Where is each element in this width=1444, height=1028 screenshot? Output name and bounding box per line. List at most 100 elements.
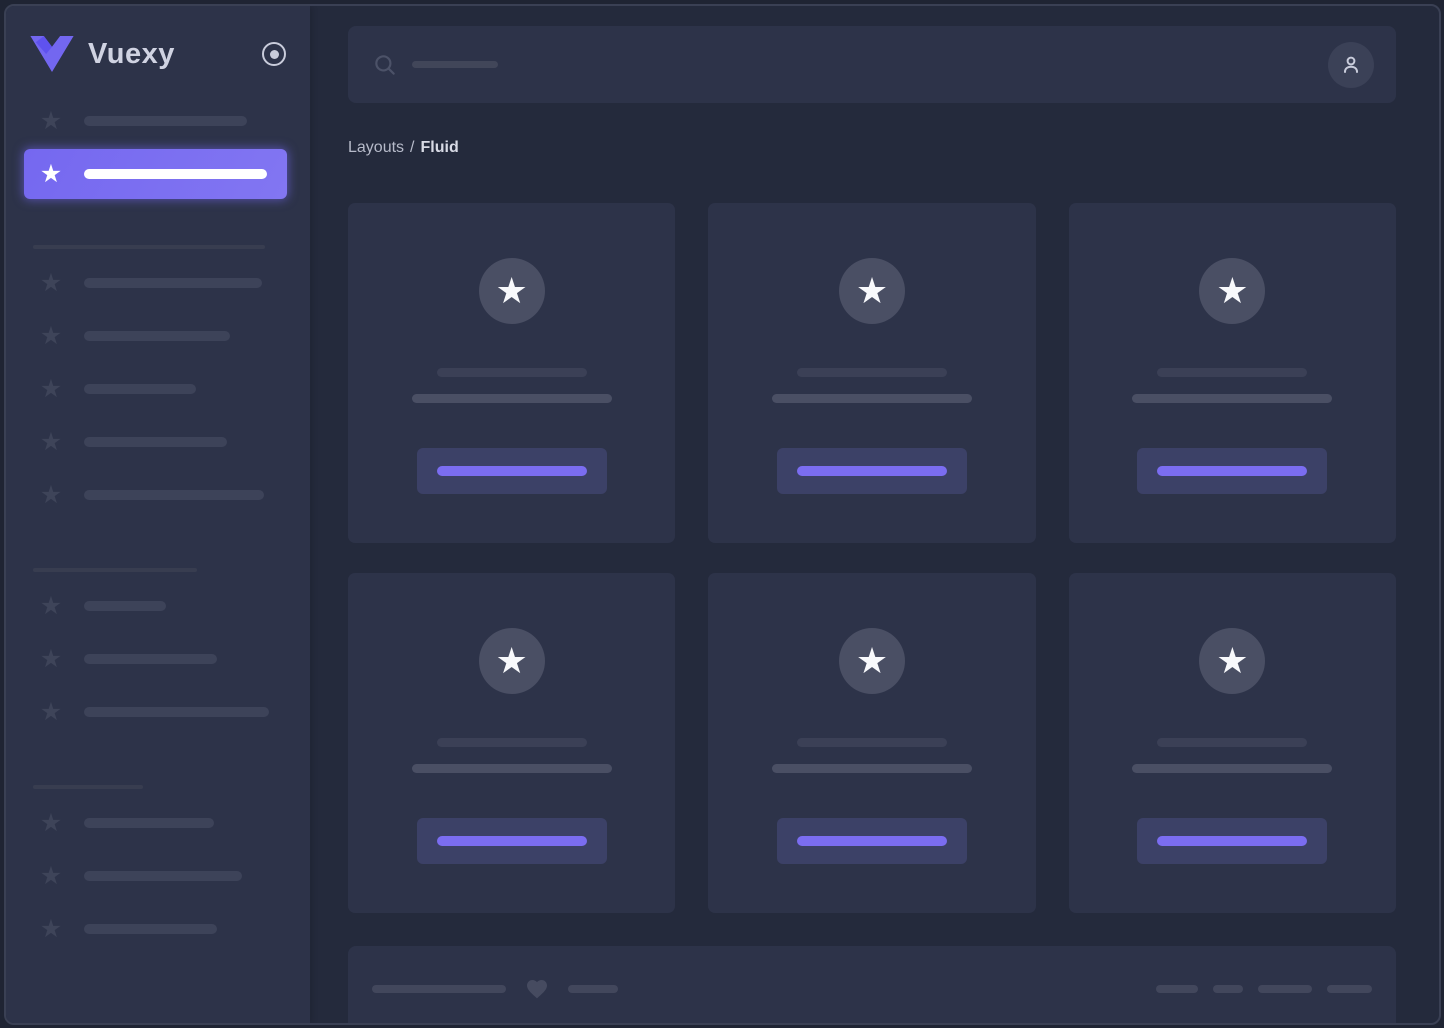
star-icon: ★: [39, 915, 63, 943]
card-subtitle-skeleton: [1132, 394, 1333, 403]
nav-item-skeleton[interactable]: ★: [6, 903, 310, 956]
nav-section-divider: [33, 567, 197, 572]
vuexy-logo-icon: [30, 36, 74, 72]
card-subtitle-skeleton: [771, 394, 972, 403]
brand-title: Vuexy: [88, 37, 175, 70]
card-subtitle-skeleton: [771, 764, 972, 773]
nav-item-skeleton[interactable]: ★: [6, 850, 310, 903]
star-icon: ★: [39, 809, 63, 837]
card-action-button[interactable]: [1137, 448, 1328, 494]
card-avatar-circle: ★: [478, 628, 545, 694]
card-avatar-circle: ★: [1199, 258, 1266, 324]
nav-label-skeleton: [84, 437, 227, 447]
placeholder-card: ★: [708, 203, 1036, 543]
search-icon: [375, 54, 395, 75]
card-avatar-circle: ★: [838, 258, 905, 324]
nav-item-skeleton[interactable]: ★: [6, 797, 310, 850]
card-avatar-circle: ★: [1199, 628, 1266, 694]
footer-text-skeleton: [372, 985, 506, 993]
footer-right-group: [1156, 985, 1372, 993]
nav-item-skeleton[interactable]: ★: [6, 310, 310, 363]
user-icon: [1344, 56, 1358, 73]
star-icon: ★: [39, 592, 63, 620]
nav-label-skeleton: [84, 168, 267, 179]
star-icon: ★: [39, 862, 63, 890]
heart-icon: [525, 977, 549, 1001]
star-icon: ★: [39, 481, 63, 509]
nav-item-active[interactable]: ★: [24, 148, 287, 199]
card-action-button[interactable]: [416, 448, 607, 494]
star-icon: ★: [39, 269, 63, 297]
nav-label-skeleton: [84, 924, 217, 934]
card-action-button[interactable]: [416, 818, 607, 864]
footer-bar: [348, 946, 1396, 1023]
card-title-skeleton: [796, 738, 947, 747]
star-icon: ★: [855, 640, 889, 681]
nav-item-skeleton[interactable]: ★: [6, 416, 310, 469]
nav-item-skeleton[interactable]: ★: [6, 633, 310, 686]
star-icon: ★: [39, 322, 63, 350]
nav-label-skeleton: [84, 384, 196, 394]
star-icon: ★: [1216, 270, 1249, 311]
brand-row: Vuexy: [30, 26, 286, 82]
button-label-skeleton: [436, 836, 587, 846]
card-title-skeleton: [1157, 368, 1308, 377]
placeholder-card: ★: [348, 573, 676, 913]
placeholder-card: ★: [1068, 573, 1396, 913]
nav-label-skeleton: [84, 490, 264, 500]
radio-dot-icon[interactable]: [262, 42, 286, 66]
card-action-button[interactable]: [776, 448, 967, 494]
footer-text-skeleton: [568, 985, 618, 993]
card-title-skeleton: [1157, 738, 1308, 747]
card-avatar-circle: ★: [838, 628, 905, 694]
nav-label-skeleton: [84, 331, 230, 341]
card-title-skeleton: [436, 738, 587, 747]
star-icon: ★: [39, 375, 63, 403]
footer-link-skeleton: [1213, 985, 1243, 993]
breadcrumb-current-page: Fluid: [420, 139, 459, 156]
card-title-skeleton: [436, 368, 587, 377]
button-label-skeleton: [796, 836, 947, 846]
footer-link-skeleton: [1327, 985, 1372, 993]
star-icon: ★: [39, 645, 63, 673]
button-label-skeleton: [436, 466, 587, 476]
card-subtitle-skeleton: [411, 394, 612, 403]
nav-item-skeleton[interactable]: ★: [6, 469, 310, 522]
placeholder-card: ★: [1068, 203, 1396, 543]
star-icon: ★: [855, 270, 889, 311]
card-action-button[interactable]: [1137, 818, 1328, 864]
star-icon: ★: [39, 159, 63, 188]
nav-label-skeleton: [84, 707, 269, 717]
user-avatar[interactable]: [1328, 41, 1374, 88]
footer-link-skeleton: [1258, 985, 1312, 993]
main-content: Layouts / Fluid ★ ★ ★ ★ ★ ★: [310, 6, 1439, 1023]
nav-section-divider: [33, 244, 265, 249]
nav-item-skeleton[interactable]: ★: [6, 94, 310, 147]
nav-label-skeleton: [84, 601, 166, 611]
cards-grid: ★ ★ ★ ★ ★ ★: [348, 203, 1396, 913]
nav-item-skeleton[interactable]: ★: [6, 686, 310, 739]
card-avatar-circle: ★: [478, 258, 545, 324]
sidebar-nav: ★ ★ ★ ★ ★ ★ ★ ★ ★ ★ ★ ★ ★: [6, 94, 310, 956]
star-icon: ★: [39, 428, 63, 456]
nav-item-skeleton[interactable]: ★: [6, 257, 310, 310]
star-icon: ★: [39, 106, 63, 135]
card-action-button[interactable]: [776, 818, 967, 864]
nav-item-skeleton[interactable]: ★: [6, 580, 310, 633]
breadcrumb: Layouts / Fluid: [348, 139, 1396, 157]
footer-link-skeleton: [1156, 985, 1198, 993]
sidebar: Vuexy ★ ★ ★ ★ ★ ★ ★ ★ ★ ★ ★ ★ ★: [6, 6, 310, 1023]
star-icon: ★: [1216, 640, 1249, 681]
footer-left-group: [372, 977, 618, 1001]
search-bar[interactable]: [348, 26, 1396, 103]
star-icon: ★: [39, 698, 63, 726]
breadcrumb-section[interactable]: Layouts: [348, 139, 405, 156]
nav-item-skeleton[interactable]: ★: [6, 363, 310, 416]
nav-label-skeleton: [84, 278, 262, 288]
app-window: Vuexy ★ ★ ★ ★ ★ ★ ★ ★ ★ ★ ★ ★ ★ Layouts / Fluid ★ ★ ★ ★ ★ ★: [4, 4, 1441, 1025]
radio-dot-inner: [269, 49, 279, 59]
card-subtitle-skeleton: [411, 764, 612, 773]
star-icon: ★: [495, 640, 528, 681]
nav-section-divider: [33, 784, 143, 789]
button-label-skeleton: [1157, 836, 1308, 846]
